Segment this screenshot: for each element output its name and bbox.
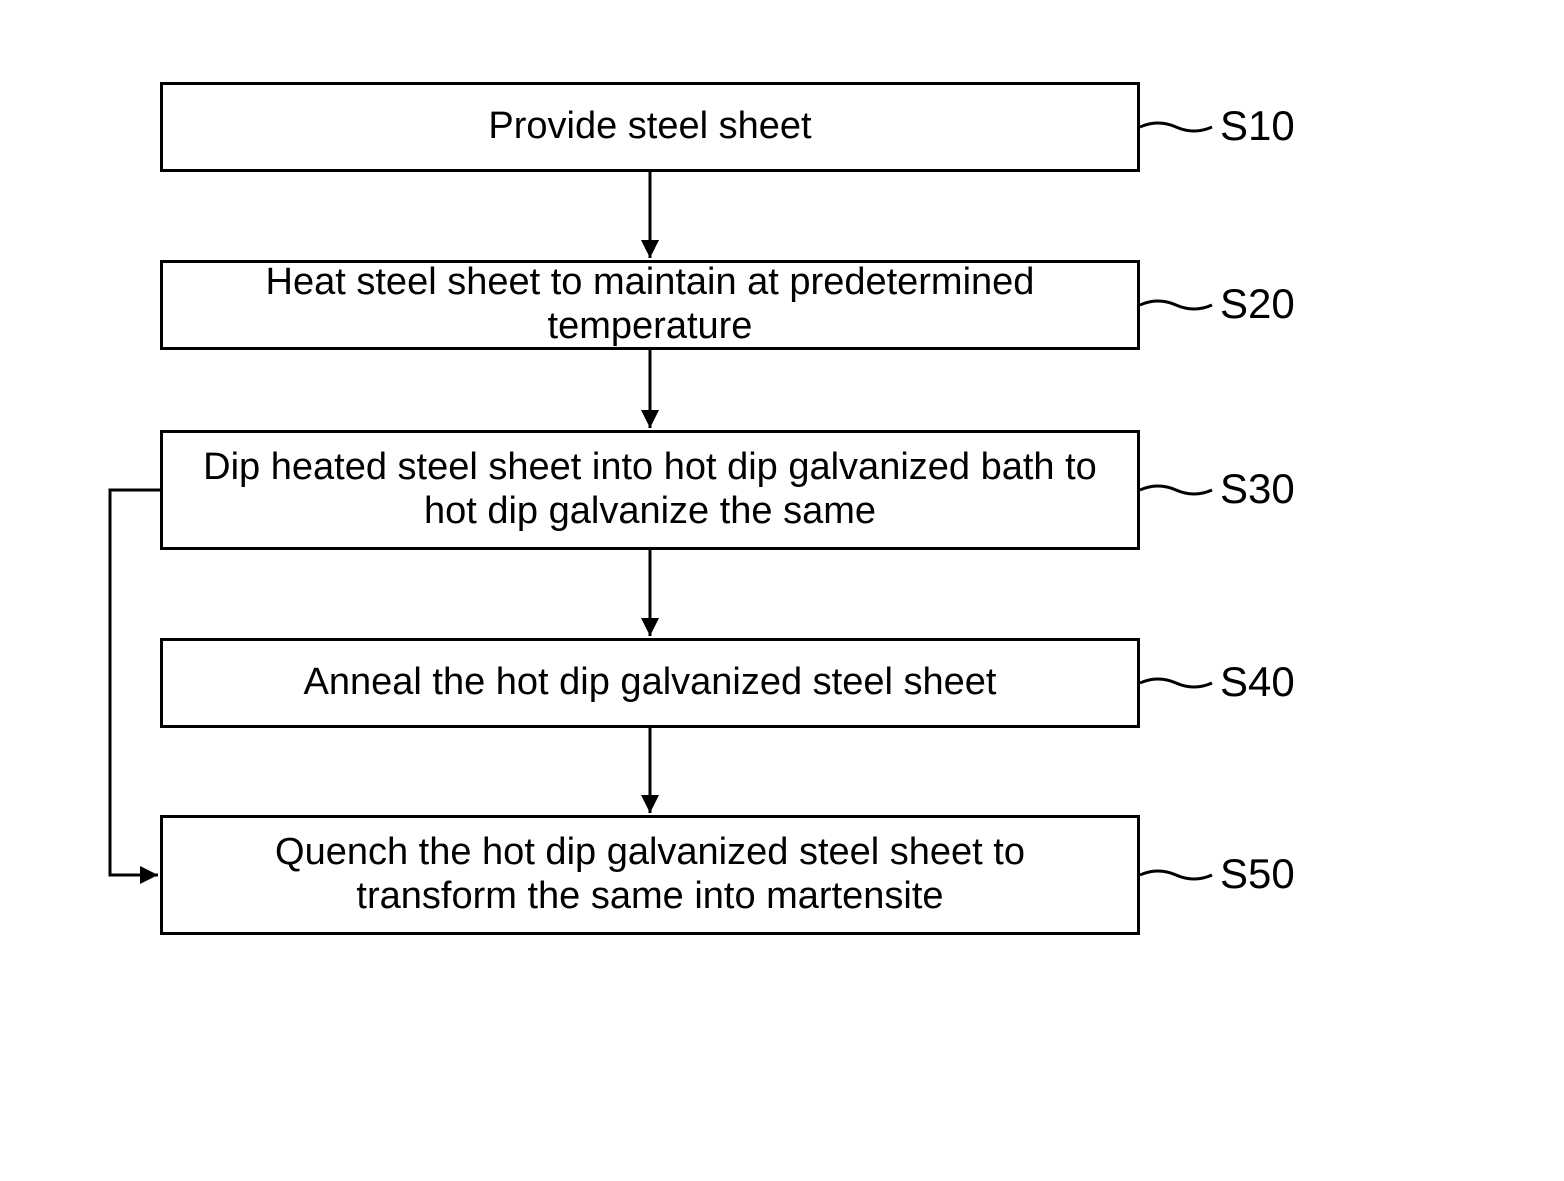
flow-step-s40: Anneal the hot dip galvanized steel shee… bbox=[160, 638, 1140, 728]
label-connector-s30 bbox=[1140, 486, 1212, 494]
label-connector-s50 bbox=[1140, 871, 1212, 879]
flow-step-text: Heat steel sheet to maintain at predeter… bbox=[175, 261, 1125, 348]
flow-step-label-s30: S30 bbox=[1220, 465, 1295, 513]
flow-step-label-s50: S50 bbox=[1220, 850, 1295, 898]
connector-overlay bbox=[0, 0, 1564, 1181]
flow-step-s20: Heat steel sheet to maintain at predeter… bbox=[160, 260, 1140, 350]
flow-step-label-s20: S20 bbox=[1220, 280, 1295, 328]
flow-step-s50: Quench the hot dip galvanized steel shee… bbox=[160, 815, 1140, 935]
flow-step-label-s40: S40 bbox=[1220, 658, 1295, 706]
flowchart-canvas: Provide steel sheet S10 Heat steel sheet t… bbox=[0, 0, 1564, 1181]
flow-step-s10: Provide steel sheet bbox=[160, 82, 1140, 172]
flow-step-label-s10: S10 bbox=[1220, 102, 1295, 150]
flow-step-text: Anneal the hot dip galvanized steel shee… bbox=[304, 661, 997, 705]
label-connector-s20 bbox=[1140, 301, 1212, 309]
flow-step-text: Provide steel sheet bbox=[488, 105, 811, 149]
label-connector-s40 bbox=[1140, 679, 1212, 687]
flow-step-text: Dip heated steel sheet into hot dip galv… bbox=[203, 446, 1097, 533]
label-connector-s10 bbox=[1140, 123, 1212, 131]
flow-step-s30: Dip heated steel sheet into hot dip galv… bbox=[160, 430, 1140, 550]
flow-step-text: Quench the hot dip galvanized steel shee… bbox=[275, 831, 1025, 918]
edge-s30-s50-side bbox=[110, 490, 160, 875]
